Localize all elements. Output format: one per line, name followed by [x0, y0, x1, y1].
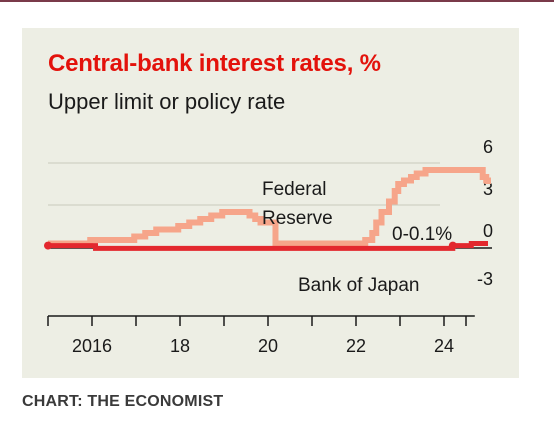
fed-label-line2: Reserve: [262, 208, 333, 229]
y-tick-label: 0: [483, 221, 493, 241]
x-tick-label: 24: [434, 336, 454, 356]
y-tick-label: 3: [483, 179, 493, 199]
x-tick-label: 2016: [72, 336, 112, 356]
x-tick-label: 22: [346, 336, 366, 356]
chart-title: Central-bank interest rates, %: [48, 50, 381, 77]
fed-label-line1: Federal: [262, 179, 326, 200]
top-rule: [0, 0, 554, 2]
y-tick-label: 6: [483, 137, 493, 157]
x-tick-label: 20: [258, 336, 278, 356]
x-tick-label: 18: [170, 336, 190, 356]
boj-start-dot: [44, 241, 52, 250]
fed-series-line: [48, 167, 491, 247]
chart-credit: CHART: THE ECONOMIST: [22, 393, 224, 410]
boj-value-label: 0-0.1%: [392, 224, 452, 245]
y-tick-label: -3: [477, 269, 493, 289]
boj-end-dot: [448, 241, 457, 250]
boj-label: Bank of Japan: [298, 275, 419, 296]
chart-card: [22, 28, 519, 378]
chart-subtitle: Upper limit or policy rate: [48, 89, 286, 114]
